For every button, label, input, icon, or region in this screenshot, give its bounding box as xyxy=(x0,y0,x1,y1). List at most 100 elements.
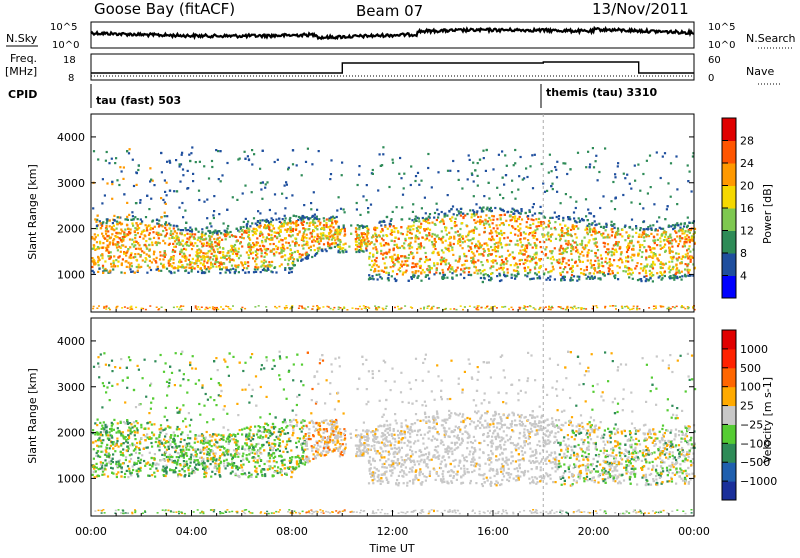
echo-cell xyxy=(501,255,503,257)
echo-cell xyxy=(103,385,105,387)
echo-cell xyxy=(462,270,464,272)
echo-cell xyxy=(344,230,346,232)
echo-cell xyxy=(239,242,241,244)
echo-cell xyxy=(416,263,418,265)
echo-cell xyxy=(182,168,184,170)
echo-cell xyxy=(687,230,689,232)
echo-cell xyxy=(565,262,567,264)
echo-cell xyxy=(440,261,442,263)
echo-cell xyxy=(513,257,515,259)
echo-cell xyxy=(266,396,268,398)
echo-cell xyxy=(560,202,562,204)
echo-cell xyxy=(122,244,124,246)
echo-cell xyxy=(221,239,223,241)
echo-cell xyxy=(419,246,421,248)
echo-cell xyxy=(91,266,93,268)
echo-cell xyxy=(122,240,124,242)
echo-cell xyxy=(330,224,332,226)
echo-cell xyxy=(551,262,553,264)
near-range-cell xyxy=(480,307,482,309)
echo-cell xyxy=(168,265,170,267)
echo-cell xyxy=(684,256,686,258)
echo-cell xyxy=(128,152,130,154)
echo-cell xyxy=(533,278,535,280)
echo-cell xyxy=(356,241,358,243)
echo-cell xyxy=(459,228,461,230)
echo-cell xyxy=(439,272,441,274)
echo-cell xyxy=(614,234,616,236)
echo-cell xyxy=(414,240,416,242)
echo-cell xyxy=(366,235,368,237)
echo-cell xyxy=(574,262,576,264)
echo-cell xyxy=(156,269,158,271)
echo-cell xyxy=(119,237,121,239)
echo-cell xyxy=(229,236,231,238)
echo-cell xyxy=(436,262,438,264)
echo-cell xyxy=(308,225,310,227)
echo-cell xyxy=(425,276,427,278)
echo-cell xyxy=(532,234,534,236)
echo-cell xyxy=(626,174,628,176)
echo-cell xyxy=(120,247,122,249)
echo-cell xyxy=(302,247,304,249)
near-range-cell xyxy=(653,306,655,308)
near-range-cell xyxy=(596,307,598,309)
echo-cell xyxy=(600,226,602,228)
echo-cell xyxy=(442,241,444,243)
echo-cell xyxy=(151,474,153,476)
echo-cell xyxy=(160,424,162,426)
echo-cell xyxy=(260,271,262,273)
echo-cell xyxy=(232,253,234,255)
echo-cell xyxy=(111,265,113,267)
echo-cell xyxy=(263,226,265,228)
echo-cell xyxy=(463,264,465,266)
echo-cell xyxy=(371,260,373,262)
echo-cell xyxy=(485,242,487,244)
echo-cell xyxy=(261,241,263,243)
echo-cell xyxy=(559,239,561,241)
echo-cell xyxy=(440,263,442,265)
echo-cell xyxy=(201,234,203,236)
near-range-cell xyxy=(96,308,98,310)
echo-cell xyxy=(148,244,150,246)
echo-cell xyxy=(619,248,621,250)
echo-cell xyxy=(612,272,614,274)
echo-cell xyxy=(150,227,152,229)
echo-cell xyxy=(524,259,526,261)
echo-cell xyxy=(136,228,138,230)
near-range-cell xyxy=(511,307,513,309)
echo-cell xyxy=(682,256,684,258)
echo-cell xyxy=(178,266,180,268)
echo-cell xyxy=(645,249,647,251)
echo-cell xyxy=(468,239,470,241)
echo-cell xyxy=(533,231,535,233)
echo-cell xyxy=(170,230,172,232)
echo-cell xyxy=(123,253,125,255)
echo-cell xyxy=(432,233,434,235)
echo-cell xyxy=(387,228,389,230)
echo-cell xyxy=(343,208,345,210)
echo-cell xyxy=(160,197,162,199)
echo-cell xyxy=(219,237,221,239)
echo-cell xyxy=(594,224,596,226)
echo-cell xyxy=(470,480,472,482)
echo-cell xyxy=(412,228,414,230)
echo-cell xyxy=(524,253,526,255)
near-range-cell xyxy=(548,309,550,311)
echo-cell xyxy=(266,236,268,238)
echo-cell xyxy=(330,247,332,249)
echo-cell xyxy=(397,254,399,256)
echo-cell xyxy=(398,447,400,449)
echo-cell xyxy=(211,247,213,249)
echo-cell xyxy=(667,236,669,238)
echo-cell xyxy=(251,353,253,355)
echo-cell xyxy=(469,159,471,161)
echo-cell xyxy=(514,278,516,280)
echo-cell xyxy=(669,266,671,268)
echo-cell xyxy=(519,227,521,229)
echo-cell xyxy=(312,224,314,226)
echo-cell xyxy=(533,203,535,205)
echo-cell xyxy=(135,222,137,224)
near-range-cell xyxy=(286,307,288,309)
echo-cell xyxy=(496,187,498,189)
